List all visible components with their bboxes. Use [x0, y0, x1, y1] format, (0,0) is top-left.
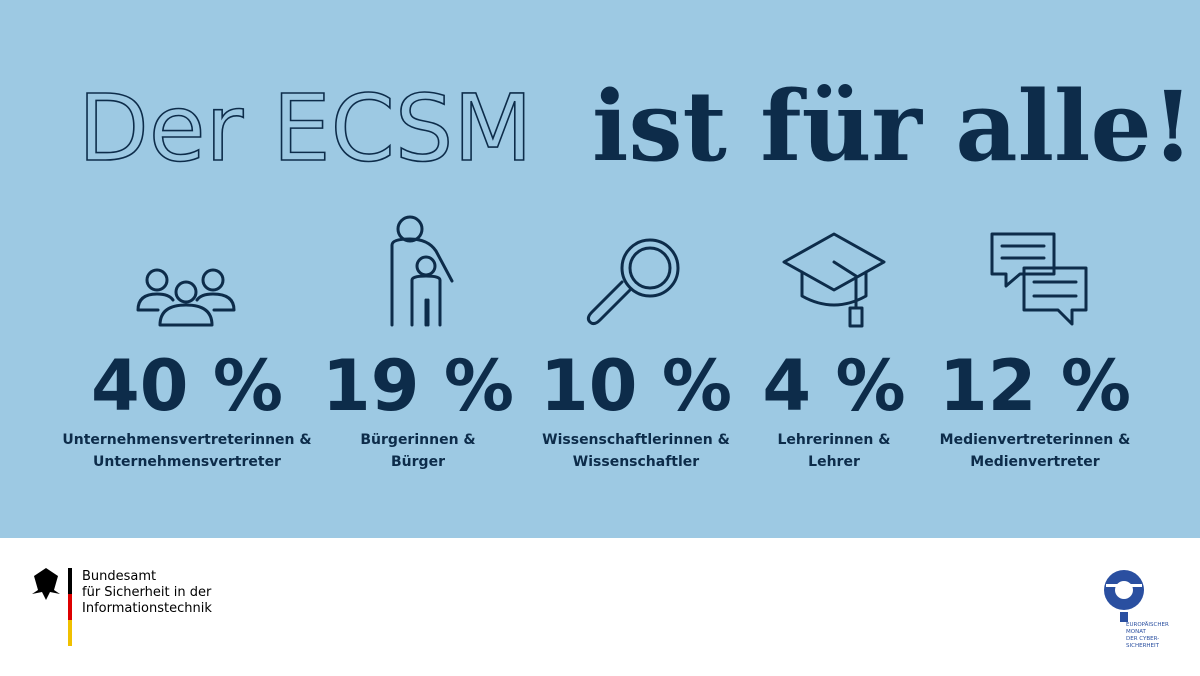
stat-label: Lehrerinnen & — [778, 432, 891, 448]
bsi-name: für Sicherheit in der — [82, 585, 212, 600]
icon-family — [390, 215, 454, 327]
bsi-logo — [32, 568, 72, 646]
stat-label: Lehrer — [808, 454, 860, 470]
bsi-name: Informationstechnik — [82, 601, 212, 616]
title-outline: Der ECSM — [78, 75, 533, 182]
stat-value: 19 % — [322, 345, 514, 427]
title-solid: ist für alle! — [592, 70, 1194, 183]
icon-magnifier — [586, 238, 680, 326]
bsi-name: Bundesamt — [82, 569, 156, 584]
stat-label: Unternehmensvertreter — [93, 454, 281, 470]
stat-value: 40 % — [91, 345, 283, 427]
stat-value: 12 % — [939, 345, 1131, 427]
icon-graduation — [782, 232, 886, 328]
stat-value: 4 % — [762, 345, 905, 427]
ecsm-name: MONAT — [1126, 629, 1147, 635]
stat-label: Medienvertreter — [970, 454, 1100, 470]
stat-label: Unternehmensvertreterinnen & — [62, 432, 311, 448]
ecsm-name: EUROPÄISCHER — [1126, 621, 1169, 628]
stat-label: Medienvertreterinnen & — [940, 432, 1131, 448]
ecsm-logo — [1104, 570, 1144, 622]
icon-chat — [990, 232, 1088, 326]
icon-group — [136, 268, 236, 327]
blue-panel — [0, 0, 1200, 538]
ecsm-name: SICHERHEIT — [1126, 643, 1160, 649]
stat-label: Bürgerinnen & — [360, 432, 475, 448]
stat-label: Bürger — [391, 454, 445, 470]
stat-value: 10 % — [540, 345, 732, 427]
ecsm-name: DER CYBER- — [1126, 636, 1159, 642]
footer-panel — [0, 538, 1200, 676]
stat-label: Wissenschaftler — [573, 454, 699, 470]
stat-label: Wissenschaftlerinnen & — [542, 432, 730, 448]
